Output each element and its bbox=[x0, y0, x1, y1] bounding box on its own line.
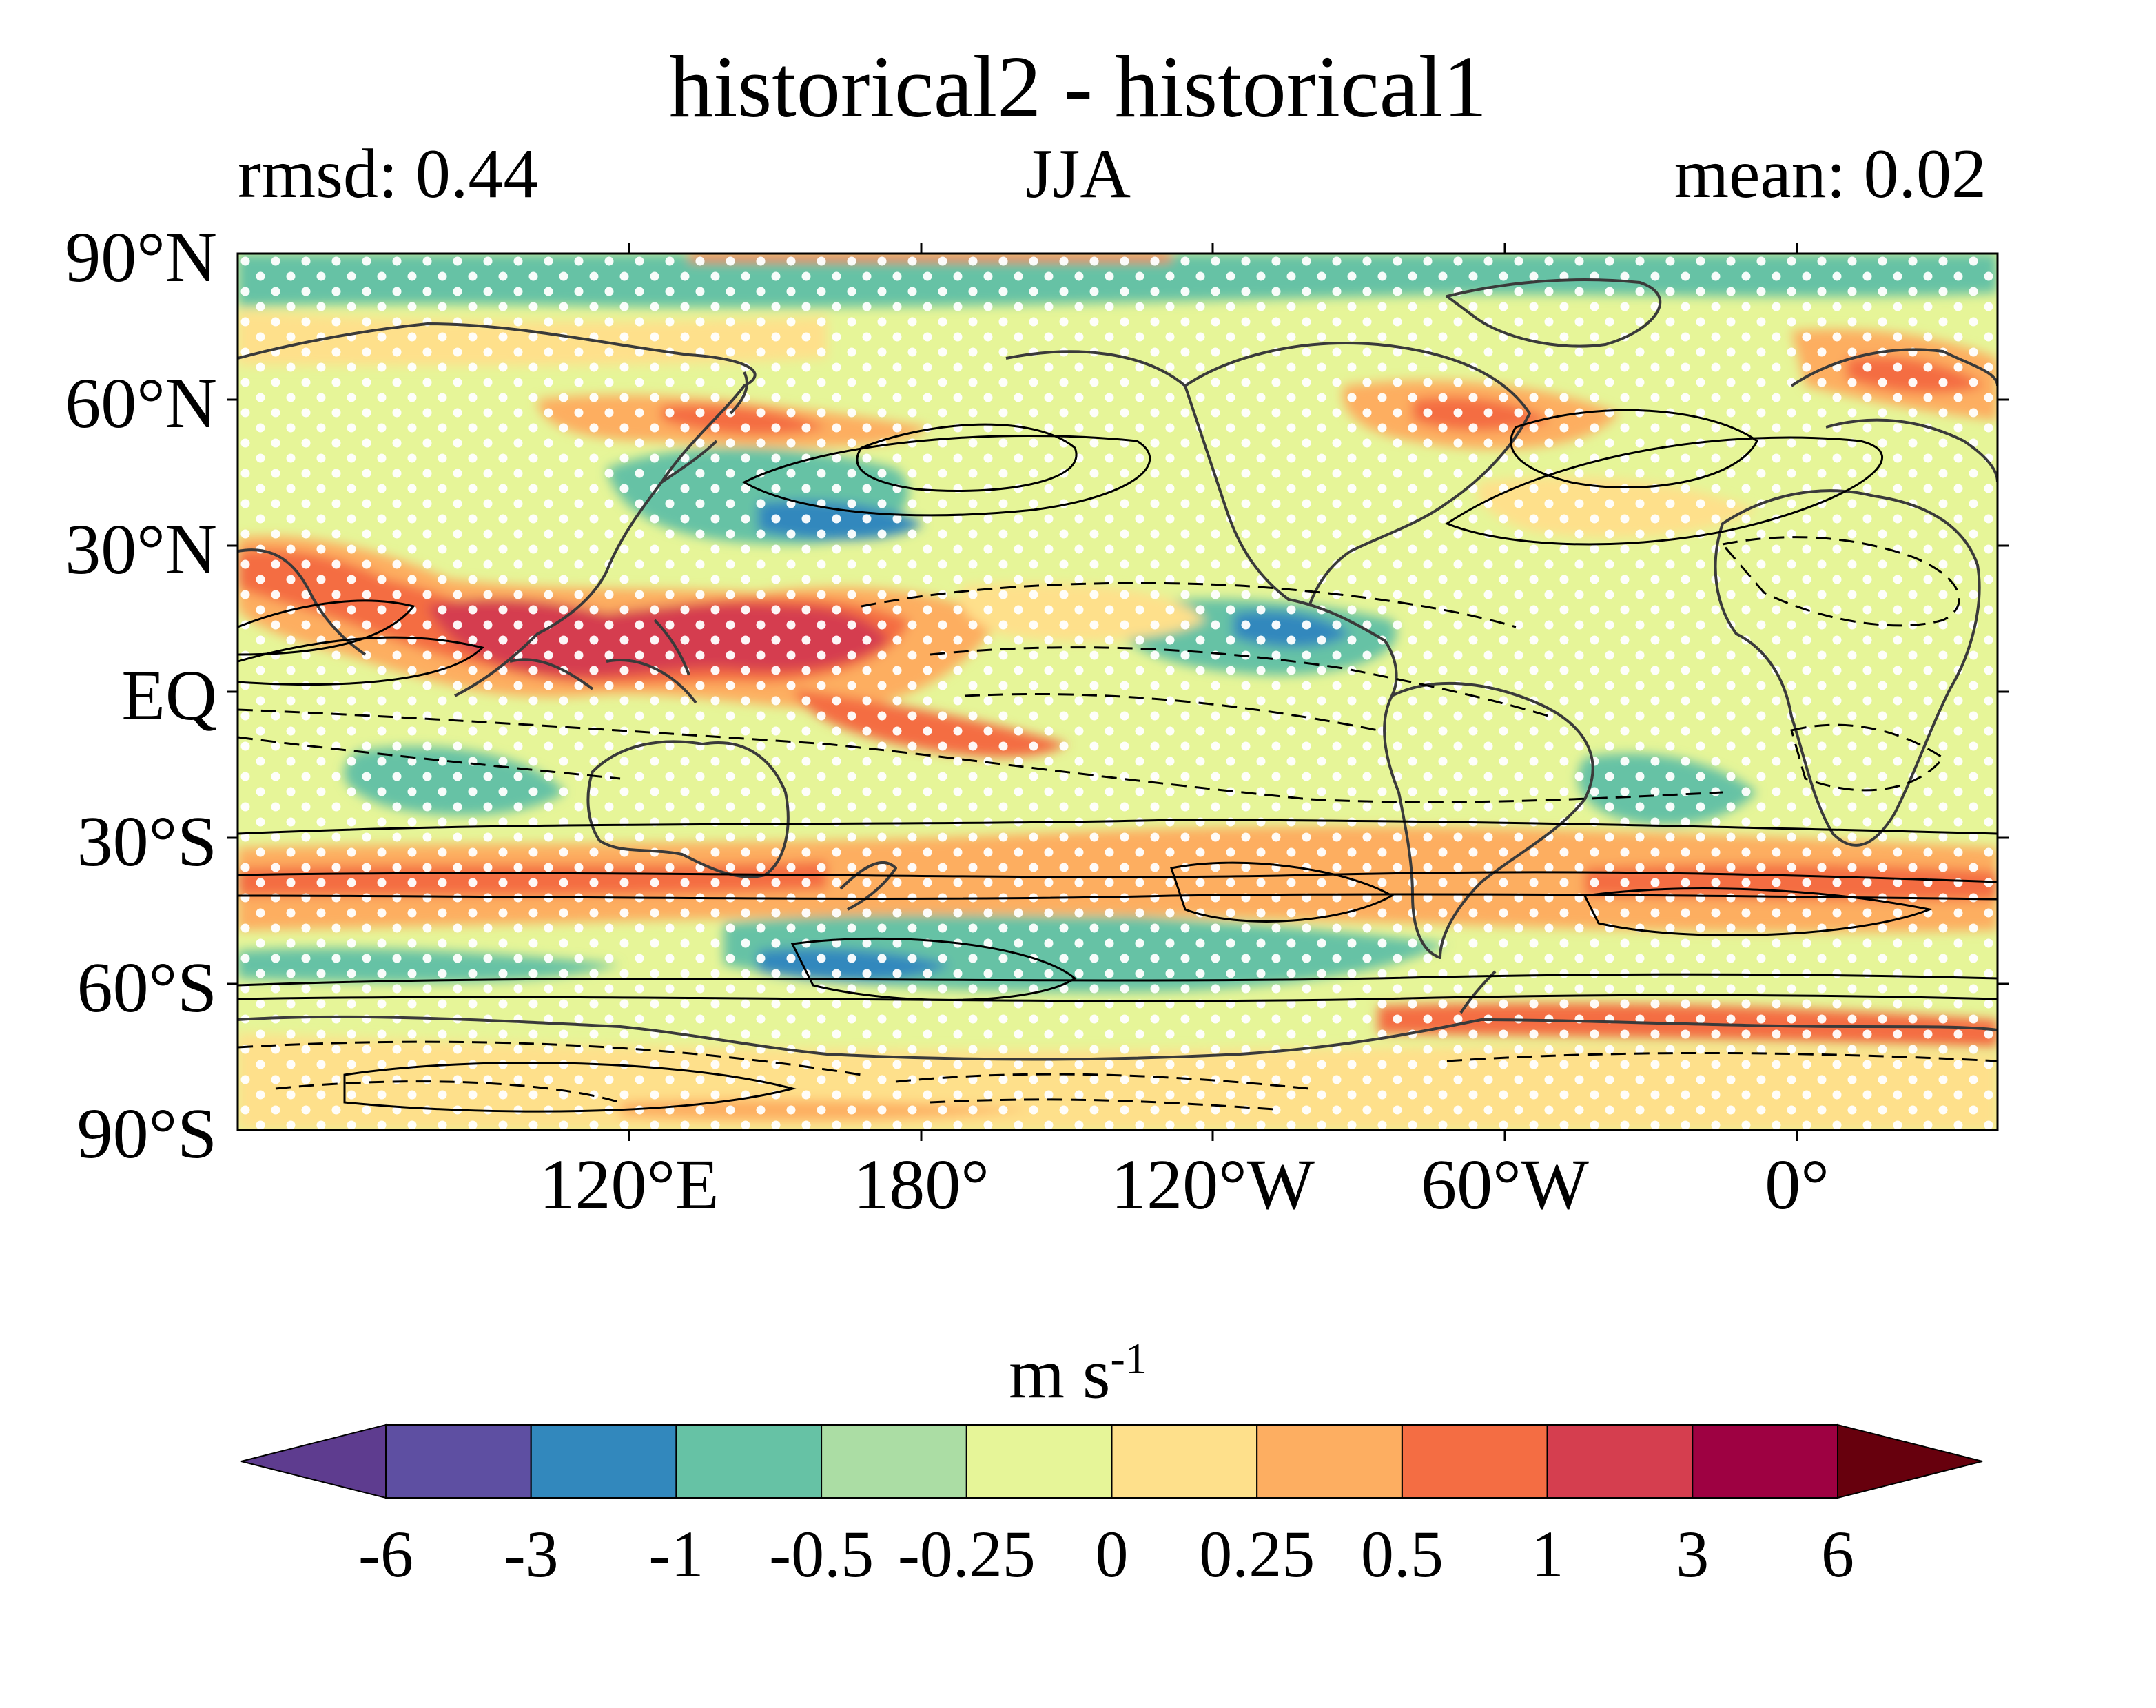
lat-label-90s: 90°S bbox=[76, 1094, 217, 1173]
lat-label-60n: 60°N bbox=[65, 364, 217, 443]
lon-ticks bbox=[628, 243, 1798, 1141]
season-label: JJA bbox=[1025, 135, 1131, 213]
colorbar-tick-label: 1 bbox=[1530, 1517, 1564, 1591]
colorbar-units-exponent: -1 bbox=[1110, 1334, 1147, 1383]
colorbar-box bbox=[1256, 1424, 1403, 1499]
colorbar-tick-label: 6 bbox=[1821, 1517, 1854, 1591]
contours bbox=[238, 409, 1998, 1113]
lon-label-180: 180° bbox=[853, 1145, 989, 1224]
colorbar-tick-label: -1 bbox=[648, 1517, 704, 1591]
colorbar bbox=[240, 1423, 1983, 1499]
colorbar-box bbox=[821, 1424, 967, 1499]
lat-ticks bbox=[227, 398, 2009, 985]
colorbar-tick-label: 0.25 bbox=[1199, 1517, 1315, 1591]
colorbar-tick-label: 0.5 bbox=[1360, 1517, 1444, 1591]
dashed-contours bbox=[238, 536, 1998, 1111]
colorbar-extend-high bbox=[1837, 1423, 1983, 1499]
colorbar-box bbox=[675, 1424, 823, 1499]
colorbar-tick-label: -3 bbox=[503, 1517, 559, 1591]
rmsd-label: rmsd: 0.44 bbox=[238, 135, 539, 213]
lon-label-120w: 120°W bbox=[1111, 1145, 1315, 1224]
colorbar-box bbox=[1111, 1424, 1258, 1499]
coastlines bbox=[238, 278, 1998, 1061]
colorbar-box bbox=[1401, 1424, 1548, 1499]
colorbar-units-main: m s bbox=[1009, 1334, 1111, 1414]
lat-label-eq: EQ bbox=[121, 656, 217, 735]
colorbar-box bbox=[965, 1424, 1113, 1499]
colorbar-tick-label: -0.5 bbox=[769, 1517, 874, 1591]
map-field bbox=[238, 254, 1998, 1130]
mean-label: mean: 0.02 bbox=[1674, 135, 1986, 213]
lon-label-120e: 120°E bbox=[539, 1145, 719, 1224]
colorbar-box bbox=[1546, 1424, 1694, 1499]
lat-label-60s: 60°S bbox=[76, 948, 217, 1027]
colorbar-tick-label: -0.25 bbox=[897, 1517, 1036, 1591]
lon-label-0: 0° bbox=[1765, 1145, 1829, 1224]
colorbar-tick-label: -6 bbox=[358, 1517, 413, 1591]
colorbar-units: m s-1 bbox=[0, 1337, 2156, 1410]
figure-title: historical2 - historical1 bbox=[668, 38, 1488, 136]
lat-label-30n: 30°N bbox=[65, 510, 217, 589]
colorbar-box bbox=[530, 1424, 677, 1499]
lat-label-90n: 90°N bbox=[65, 218, 217, 297]
colorbar-box bbox=[385, 1424, 532, 1499]
colorbar-tick-label: 0 bbox=[1095, 1517, 1129, 1591]
lon-label-60w: 60°W bbox=[1421, 1145, 1589, 1224]
colorbar-tick-label: 3 bbox=[1676, 1517, 1710, 1591]
colorbar-box bbox=[1692, 1424, 1839, 1499]
lat-label-30s: 30°S bbox=[76, 802, 217, 881]
colorbar-extend-low bbox=[240, 1423, 387, 1499]
